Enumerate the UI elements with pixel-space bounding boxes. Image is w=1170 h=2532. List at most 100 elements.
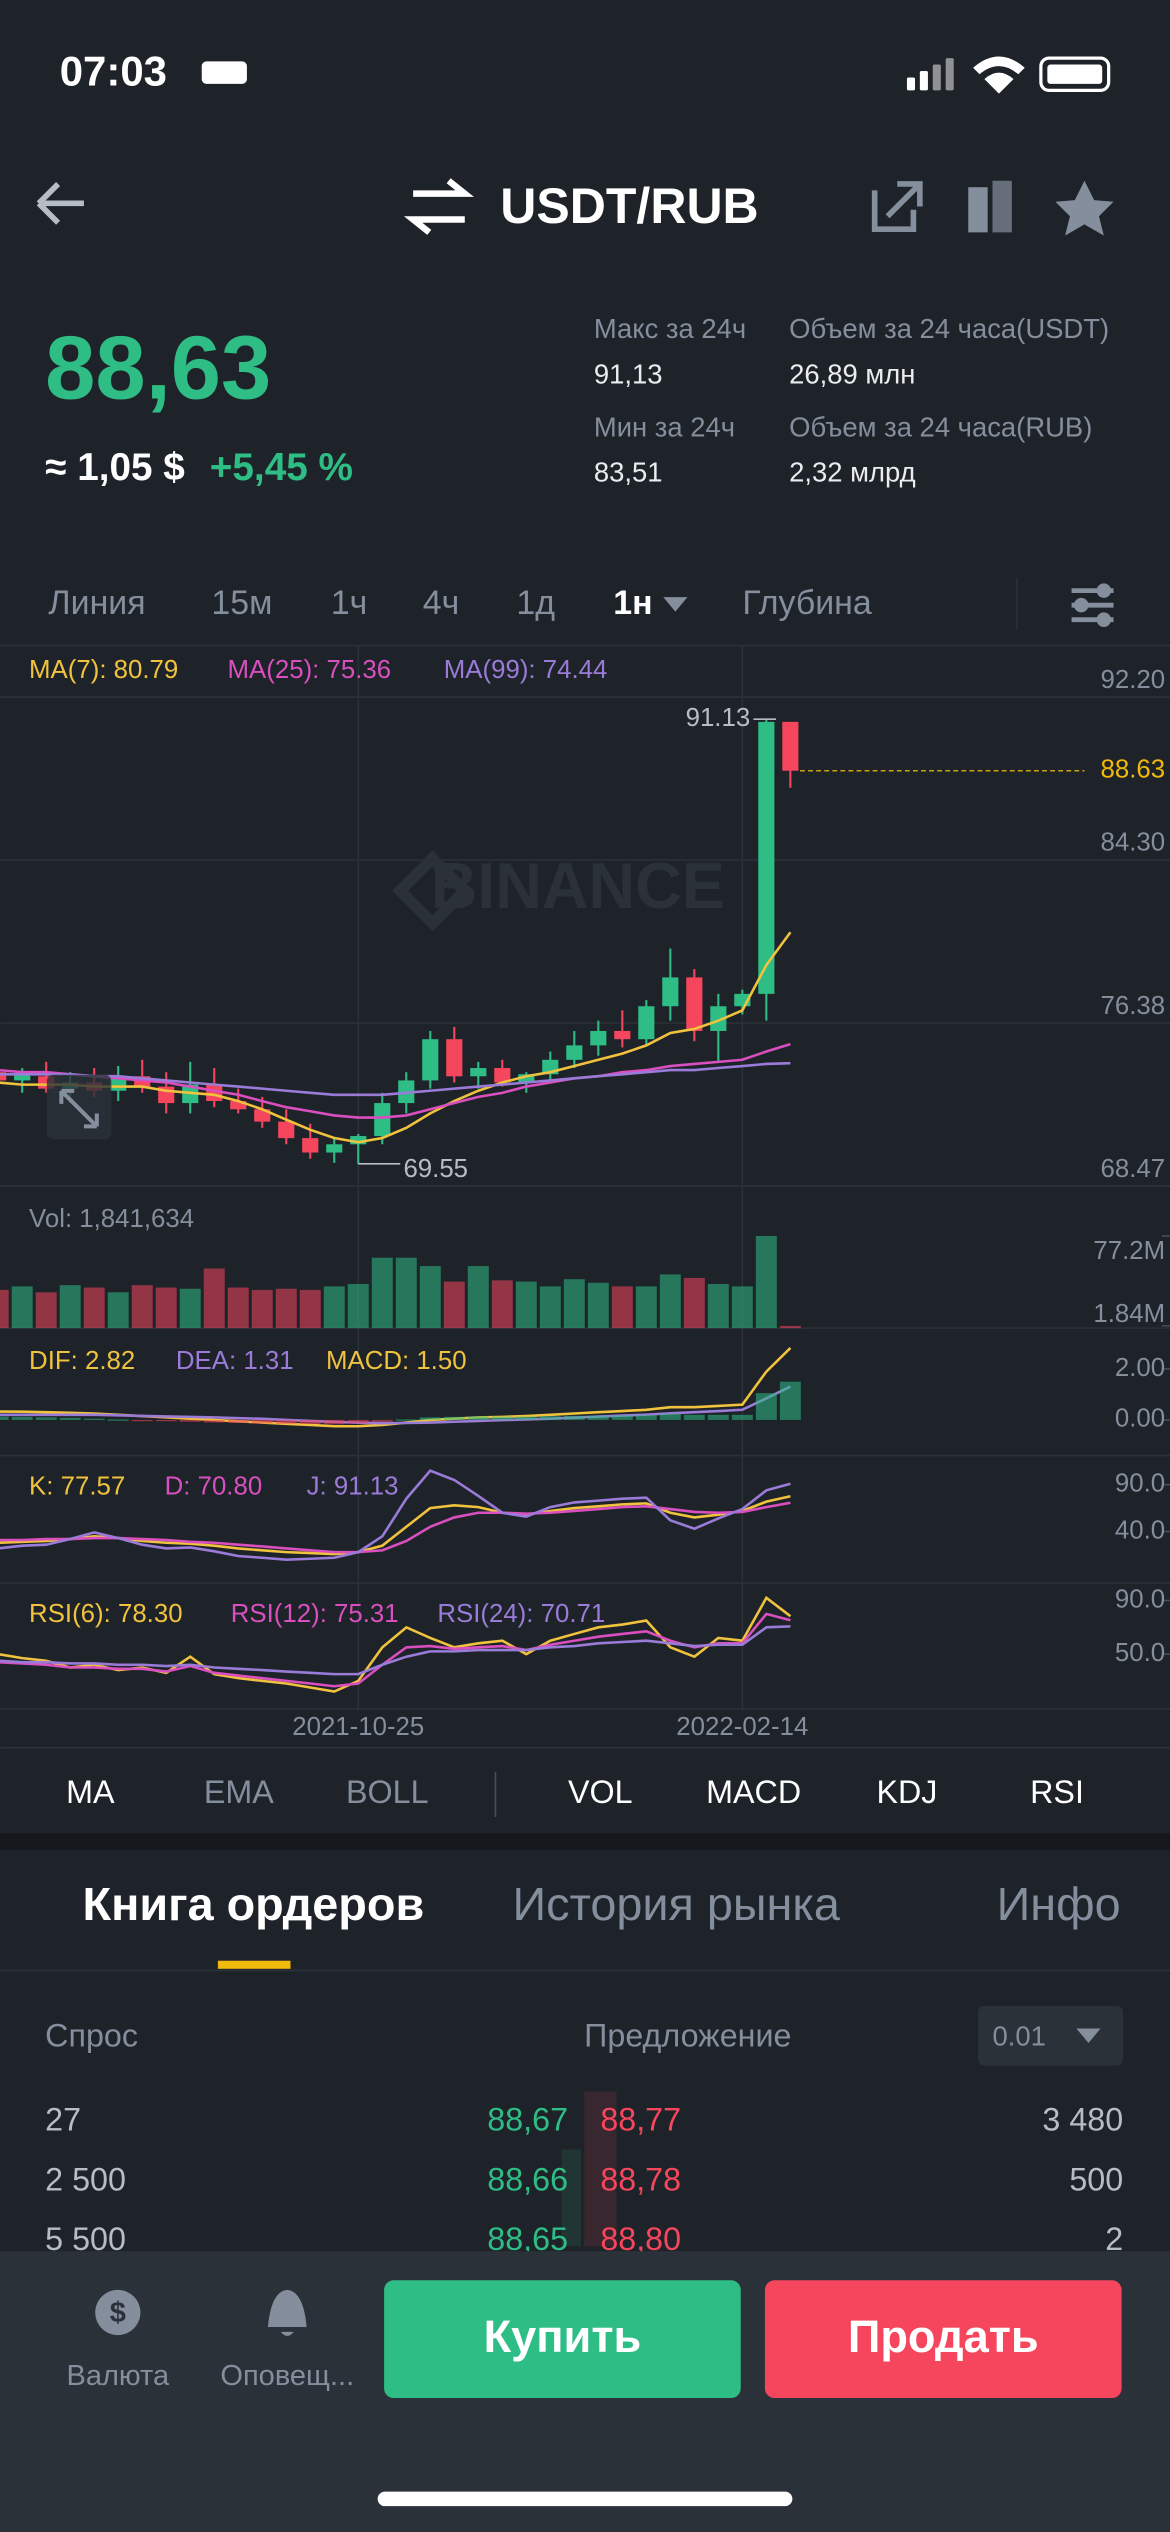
home-indicator [377,2491,793,2507]
share-icon[interactable] [871,181,923,232]
nav-label[interactable]: Валюта [66,2360,170,2392]
step-value[interactable]: 0.01 [992,2020,1045,2051]
indicator-line [0,1612,791,1688]
interval-tab[interactable]: 1д [516,584,555,622]
volume-bar [11,1286,33,1329]
step-select[interactable] [977,2005,1124,2066]
status-time: 07:03 [60,47,167,94]
ask-qty: 2 [1105,2221,1123,2257]
status-icons [201,56,1111,94]
volume-bar [131,1285,153,1329]
indicator-tab[interactable]: RSI [1030,1774,1084,1810]
legend-label: J: 91.13 [307,1473,399,1501]
macd-bar [563,1415,585,1420]
macd-bar [59,1417,81,1420]
interval-tab[interactable]: Линия [48,584,145,622]
legend-label: RSI(12): 75.31 [231,1600,399,1628]
swap-icon[interactable] [403,178,474,235]
high-label: 91.13 [686,704,751,732]
legend-label: K: 77.57 [29,1473,125,1501]
stat-value: 26,89 млн [789,358,915,389]
candle-body [278,1121,295,1139]
x-tick-label: 2022-02-14 [676,1713,808,1741]
volume-bar [275,1288,297,1329]
interval-tab[interactable]: 1ч [331,584,368,622]
volume-bar [83,1287,105,1329]
interval-tab[interactable]: 15м [211,584,272,622]
indicator-line [0,1469,791,1561]
indicator-tab[interactable]: KDJ [876,1774,937,1810]
watermark: BINANCE [431,850,725,922]
favorite-icon[interactable] [1055,180,1114,236]
dropdown-arrow[interactable] [663,597,688,612]
last-price: 88,63 [45,317,271,418]
pair-title[interactable]: USDT/RUB [500,178,758,234]
volume-bar [779,1325,801,1329]
ask-price: 88,80 [600,2221,681,2257]
macd-bar [299,1419,321,1425]
macd-bar [371,1419,393,1422]
currency-icon-glyph[interactable]: $ [110,2297,126,2329]
book-tab[interactable]: Книга ордеров [83,1878,425,1930]
candle-body [470,1068,487,1077]
interval-tab[interactable]: Глубина [742,584,872,622]
y-tick-label: 0.00 [1115,1405,1165,1433]
expand-icon[interactable] [46,1074,112,1140]
settings-icon[interactable] [1071,583,1114,627]
sell-label[interactable]: Продать [848,2311,1039,2362]
y-tick-label: 50.0 [1115,1639,1165,1667]
macd-bar [635,1415,657,1420]
ma-line [0,1061,791,1097]
candle-body [14,1074,31,1081]
volume-bar [563,1279,585,1329]
macd-bar [443,1416,465,1420]
book-tab[interactable]: Инфо [997,1878,1121,1930]
macd-bar [107,1419,129,1421]
candle-body [566,1045,583,1060]
buy-label[interactable]: Купить [484,2311,642,2362]
volume-bar [227,1287,249,1329]
legend-label: D: 70.80 [165,1473,263,1501]
x-tick-label: 2021-10-25 [292,1713,424,1741]
macd-bar [659,1413,681,1420]
alert-icon[interactable] [267,2289,307,2336]
y-tick-label: 90.0 [1115,1585,1165,1613]
macd-bar [227,1419,249,1423]
depth-bar [584,2091,617,2247]
currency-icon[interactable] [95,2289,141,2336]
macd-bar [539,1416,561,1420]
indicator-tab[interactable]: VOL [568,1774,633,1810]
nav-label[interactable]: Оповещ... [220,2360,354,2392]
indicator-tab[interactable]: MA [66,1774,115,1810]
volume-bar [587,1282,609,1329]
chart-type-icon[interactable] [968,180,1012,233]
sell-button[interactable] [764,2280,1122,2399]
buy-button[interactable] [384,2280,741,2399]
legend-label: MA(7): 80.79 [29,656,178,684]
indicator-tab[interactable]: MACD [706,1774,801,1810]
candle-body [0,1072,7,1081]
candle-body [518,1074,535,1083]
dropdown-arrow[interactable] [1076,2028,1101,2044]
book-tab[interactable]: История рынка [512,1878,840,1930]
legend-label: DIF: 2.82 [29,1347,135,1375]
ask-header: Предложение [584,2018,791,2054]
stat-label: Мин за 24ч [594,412,735,443]
bid-price: 88,65 [487,2221,568,2257]
interval-tab[interactable]: 4ч [423,584,460,622]
legend-label: RSI(6): 78.30 [29,1600,183,1628]
interval-tab[interactable]: 1н [613,584,652,622]
indicator-tab[interactable]: BOLL [346,1774,429,1810]
volume-bar [539,1286,561,1329]
candle-body [374,1103,391,1137]
indicator-tab[interactable]: EMA [204,1774,274,1810]
macd-bar [35,1417,57,1420]
depth-bar [561,2149,581,2247]
candle-body [302,1138,319,1153]
legend-label: MA(99): 74.44 [444,656,608,684]
macd-bar [11,1416,33,1420]
back-button[interactable] [36,181,84,225]
candle-body [590,1030,607,1046]
volume-bar [59,1285,81,1329]
